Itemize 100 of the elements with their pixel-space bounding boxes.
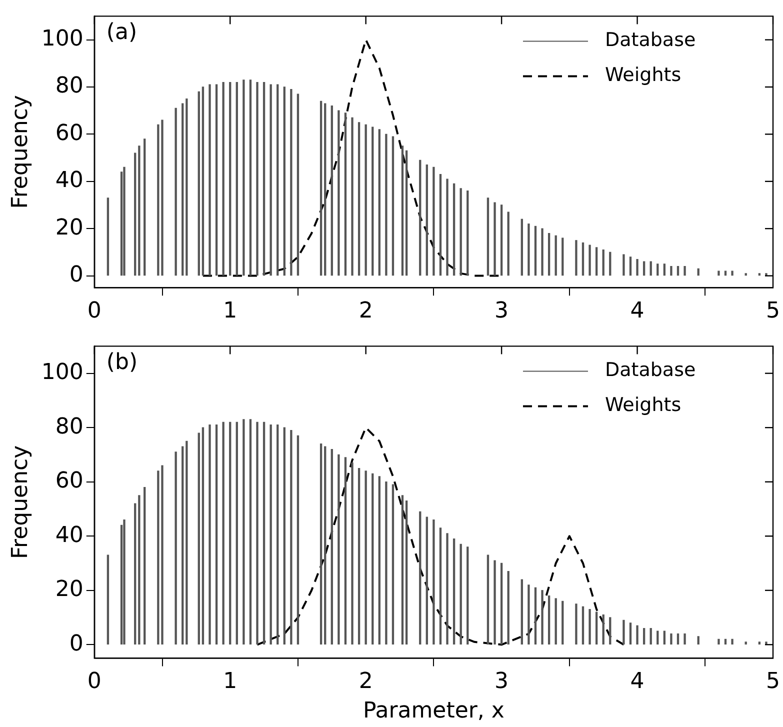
- bar: [405, 150, 408, 276]
- bar: [419, 511, 422, 644]
- bar: [174, 452, 177, 644]
- legend-label: Database: [605, 29, 696, 52]
- bar: [528, 584, 530, 644]
- legend-label: Weights: [605, 394, 682, 416]
- y-tick-label: 80: [55, 414, 84, 440]
- bar: [161, 465, 164, 644]
- bar: [426, 164, 428, 276]
- bar: [242, 80, 245, 276]
- y-tick-label: 20: [55, 215, 84, 240]
- bar: [290, 89, 292, 276]
- bar: [215, 424, 218, 644]
- bar: [229, 82, 232, 276]
- bar: [344, 112, 347, 276]
- bar: [432, 520, 435, 644]
- bar: [198, 432, 200, 644]
- bar: [642, 261, 646, 276]
- bar: [452, 538, 456, 644]
- bar: [670, 633, 672, 644]
- bar: [324, 103, 326, 276]
- bar: [249, 419, 252, 644]
- y-tick-label: 20: [55, 577, 84, 602]
- bar: [202, 427, 204, 644]
- bar: [405, 500, 408, 644]
- bar: [650, 628, 652, 644]
- bar: [446, 178, 448, 276]
- bar: [432, 166, 435, 276]
- x-tick-label: 0: [87, 298, 102, 324]
- bar: [534, 226, 537, 276]
- bar: [351, 117, 354, 276]
- line-series: [256, 426, 625, 646]
- bar: [186, 98, 188, 276]
- bar: [554, 598, 557, 644]
- y-tick-label: 80: [55, 74, 84, 99]
- x-tick-label: 5: [766, 669, 780, 694]
- bar: [670, 266, 672, 276]
- bar: [296, 94, 300, 276]
- bar: [758, 273, 761, 276]
- bar: [182, 446, 184, 644]
- bar: [642, 628, 646, 644]
- bar: [609, 617, 612, 644]
- bar: [466, 546, 469, 644]
- bar: [320, 444, 322, 644]
- legend-label: Weights: [605, 64, 682, 86]
- bar: [338, 454, 340, 644]
- bar: [123, 520, 126, 644]
- y-tick-label: 60: [55, 120, 84, 146]
- bar: [242, 419, 245, 644]
- bar: [724, 638, 727, 644]
- bar: [270, 424, 272, 644]
- bar: [144, 486, 146, 644]
- bar: [134, 152, 136, 276]
- bar: [595, 247, 598, 276]
- bar: [494, 560, 496, 644]
- bar: [123, 166, 126, 276]
- bar: [588, 609, 591, 644]
- bar: [718, 638, 720, 644]
- bar: [276, 84, 279, 276]
- x-tick-label: 0: [87, 669, 102, 694]
- bar: [460, 544, 462, 644]
- bar: [744, 273, 747, 276]
- bar: [554, 235, 557, 276]
- x-tick-label: 2: [358, 298, 373, 324]
- x-tick-label: 2: [358, 669, 373, 694]
- bar: [562, 600, 564, 644]
- bar: [744, 642, 747, 644]
- bar: [222, 422, 224, 644]
- bar: [466, 190, 469, 276]
- bar: [161, 120, 164, 276]
- x-tick-label: 5: [766, 298, 780, 324]
- y-axis-title: Frequency: [8, 95, 33, 209]
- bar: [198, 91, 200, 276]
- bar: [718, 270, 720, 276]
- bar: [202, 86, 204, 276]
- bar: [106, 554, 110, 644]
- bar: [575, 604, 578, 644]
- bar: [358, 468, 360, 644]
- bar: [676, 633, 680, 644]
- bar: [548, 232, 550, 276]
- bar: [283, 86, 286, 276]
- bar: [656, 264, 659, 276]
- bar: [460, 188, 462, 276]
- bar: [324, 446, 326, 644]
- bar: [541, 228, 544, 276]
- bar: [439, 528, 442, 644]
- bar: [419, 160, 422, 276]
- bar: [629, 256, 632, 276]
- bar: [548, 595, 550, 644]
- bar: [276, 424, 279, 644]
- bar: [283, 427, 286, 644]
- bar: [392, 484, 394, 644]
- bar: [500, 562, 503, 644]
- bar: [486, 198, 490, 276]
- bar: [684, 633, 686, 644]
- x-tick-label: 4: [630, 298, 644, 324]
- bar: [656, 630, 659, 644]
- bar: [697, 636, 700, 644]
- bar: [364, 470, 367, 644]
- bar: [588, 244, 591, 276]
